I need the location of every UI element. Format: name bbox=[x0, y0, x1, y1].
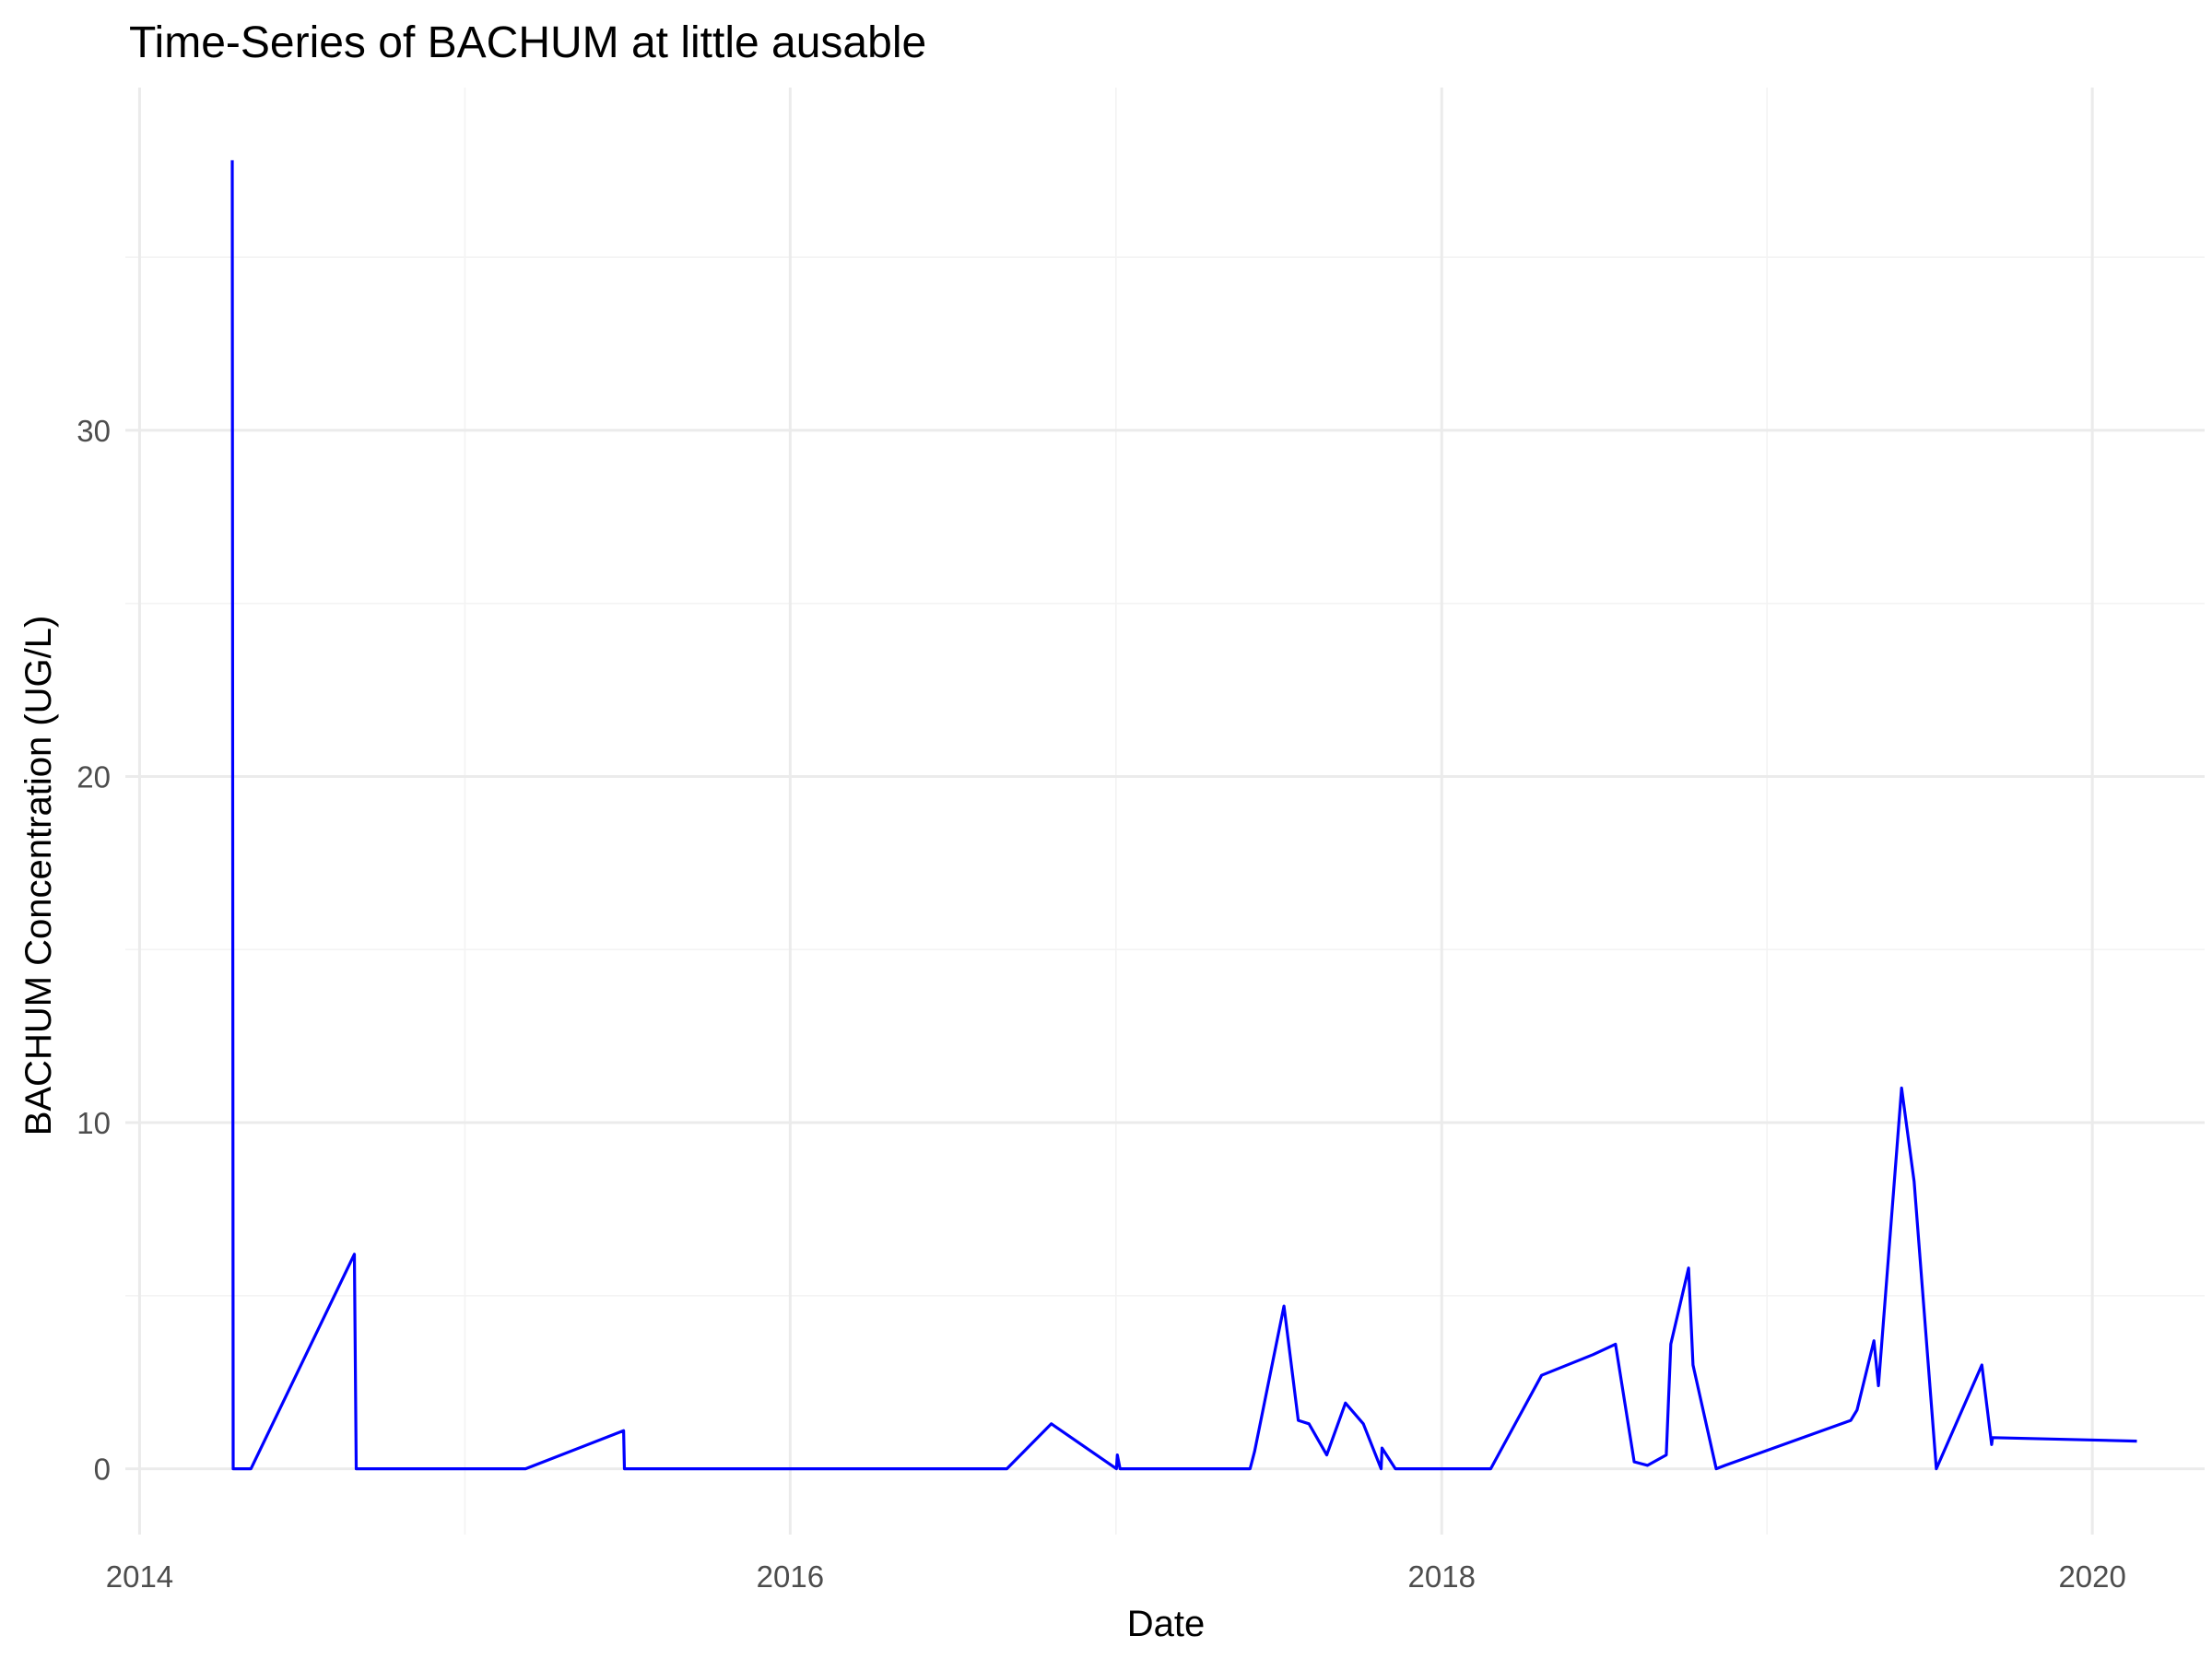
y-axis-ticks: 0 10 20 30 bbox=[76, 414, 111, 1487]
y-tick-label: 10 bbox=[76, 1106, 111, 1140]
major-gridlines bbox=[125, 88, 2205, 1535]
y-axis-title: BACHUM Concentration (UG/L) bbox=[18, 616, 59, 1136]
x-tick-label: 2014 bbox=[106, 1559, 173, 1594]
y-tick-label: 0 bbox=[94, 1453, 111, 1487]
series-layer bbox=[230, 159, 2137, 1471]
x-axis-ticks: 2014 2016 2018 2020 bbox=[106, 1559, 2126, 1594]
y-tick-label: 30 bbox=[76, 414, 111, 448]
chart-title: Time-Series of BACHUM at little ausable bbox=[129, 18, 926, 67]
x-tick-label: 2016 bbox=[757, 1559, 824, 1594]
x-tick-label: 2018 bbox=[1408, 1559, 1476, 1594]
x-tick-label: 2020 bbox=[2058, 1559, 2125, 1594]
series-line bbox=[230, 159, 2137, 1471]
x-axis-title: Date bbox=[1127, 1604, 1206, 1644]
y-tick-label: 20 bbox=[76, 759, 111, 794]
minor-gridlines bbox=[125, 88, 2205, 1535]
